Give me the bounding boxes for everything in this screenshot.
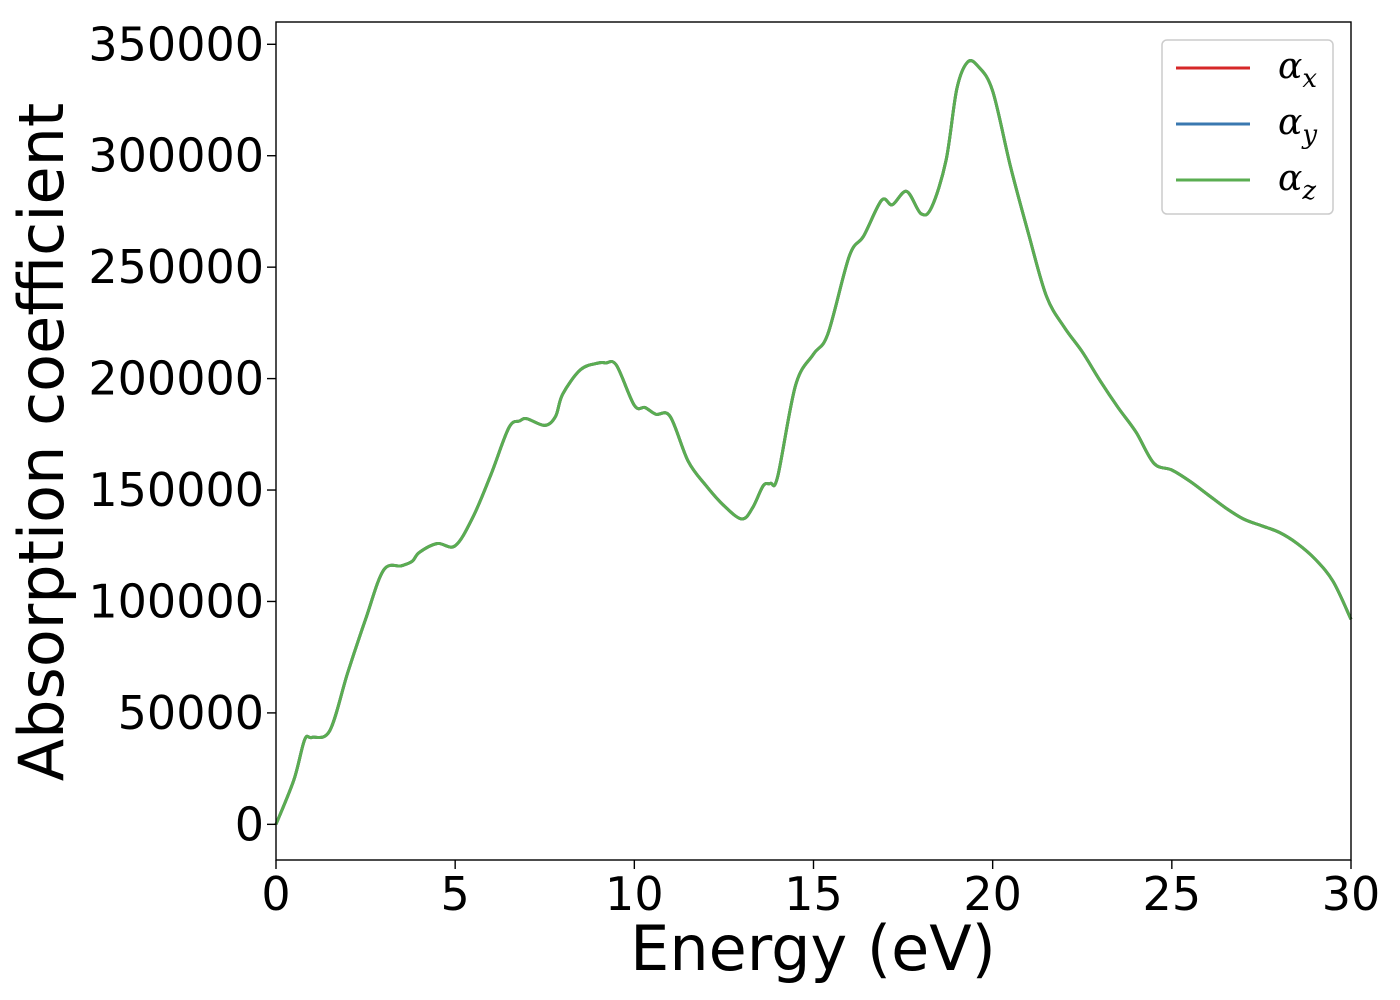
y-tick-label: 50000 [118,686,264,740]
y-tick-label: 200000 [88,352,264,406]
y-axis-label: Absorption coefficient [5,103,78,782]
legend-label: αx [1278,46,1317,94]
y-tick-label: 250000 [88,240,264,294]
y-tick-label: 100000 [88,574,264,628]
series-line-3 [274,59,1353,825]
x-tick-label: 15 [784,867,843,921]
legend-items: αx αy αz [1176,46,1317,206]
legend-label: αy [1278,102,1317,150]
x-axis-ticks: 0 5 10 15 20 25 30 [261,860,1380,921]
x-axis-label: Energy (eV) [630,912,996,985]
x-tick-label: 5 [441,867,470,921]
y-tick-label: 0 [235,797,264,851]
y-tick-label: 350000 [88,17,264,71]
x-tick-label: 30 [1322,867,1381,921]
y-axis-ticks: 0 50000 100000 150000 200000 250000 300000 3500… [88,17,276,851]
y-tick-label: 150000 [88,463,264,517]
y-tick-label: 300000 [88,129,264,183]
series-layer [274,59,1353,825]
x-tick-label: 20 [963,867,1022,921]
legend: αx αy αz [1161,39,1334,215]
x-tick-label: 0 [261,867,290,921]
legend-box [1161,39,1334,215]
legend-label: αz [1278,158,1316,206]
x-tick-label: 10 [605,867,664,921]
x-tick-label: 25 [1143,867,1202,921]
